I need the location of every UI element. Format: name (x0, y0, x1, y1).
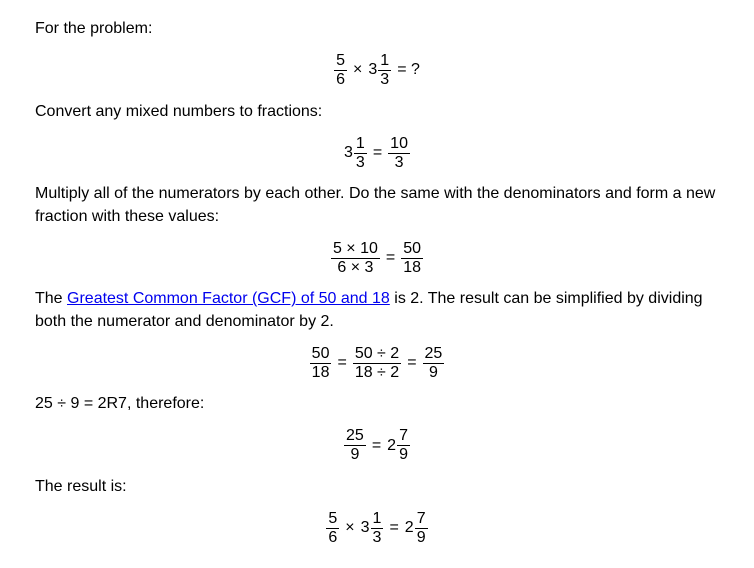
equation-problem: 5 6 × 3 1 3 = ? (35, 52, 719, 88)
division-text: 25 ÷ 9 = 2R7, therefore: (35, 393, 719, 415)
gcf-paragraph: The Greatest Common Factor (GCF) of 50 a… (35, 288, 719, 333)
fraction: 7 9 (415, 510, 428, 546)
denominator: 18 (401, 259, 423, 277)
numerator: 50 (310, 345, 332, 364)
equals-sign: = (372, 437, 381, 455)
denominator: 3 (371, 529, 384, 547)
equals-sign: = (373, 144, 382, 162)
fraction: 5 × 10 6 × 3 (331, 240, 380, 276)
denominator: 6 × 3 (335, 259, 375, 277)
numerator: 5 (326, 510, 339, 529)
equation-to-mixed: 25 9 = 2 7 9 (35, 427, 719, 463)
gcf-prefix: The (35, 290, 67, 307)
operator-times: × (353, 61, 362, 79)
whole-part: 3 (368, 61, 377, 79)
convert-text: Convert any mixed numbers to fractions: (35, 101, 719, 123)
equals-sign: = (389, 519, 398, 537)
fraction: 50 18 (310, 345, 332, 381)
denominator: 9 (415, 529, 428, 547)
denominator: 9 (427, 364, 440, 382)
mixed-number: 2 7 9 (387, 427, 410, 463)
fraction: 50 18 (401, 240, 423, 276)
fraction: 1 3 (371, 510, 384, 546)
numerator: 5 × 10 (331, 240, 380, 259)
denominator: 18 ÷ 2 (353, 364, 401, 382)
numerator: 1 (354, 135, 367, 154)
fraction: 5 6 (334, 52, 347, 88)
numerator: 25 (423, 345, 445, 364)
numerator: 1 (371, 510, 384, 529)
denominator: 18 (310, 364, 332, 382)
denominator: 6 (334, 71, 347, 89)
equation-simplify: 50 18 = 50 ÷ 2 18 ÷ 2 = 25 9 (35, 345, 719, 381)
mixed-number: 3 1 3 (368, 52, 391, 88)
fraction: 5 6 (326, 510, 339, 546)
numerator: 50 ÷ 2 (353, 345, 401, 364)
equals-sign: = (386, 249, 395, 267)
numerator: 7 (397, 427, 410, 446)
denominator: 3 (378, 71, 391, 89)
mixed-number: 3 1 3 (361, 510, 384, 546)
mixed-number: 3 1 3 (344, 135, 367, 171)
gcf-link[interactable]: Greatest Common Factor (GCF) of 50 and 1… (67, 290, 390, 307)
mixed-number: 2 7 9 (405, 510, 428, 546)
fraction: 50 ÷ 2 18 ÷ 2 (353, 345, 401, 381)
equals-question: = ? (397, 61, 420, 79)
denominator: 9 (348, 446, 361, 464)
fraction: 1 3 (378, 52, 391, 88)
fraction: 25 9 (423, 345, 445, 381)
denominator: 3 (393, 154, 406, 172)
intro-text: For the problem: (35, 18, 719, 40)
numerator: 10 (388, 135, 410, 154)
whole-part: 3 (344, 144, 353, 162)
denominator: 9 (397, 446, 410, 464)
numerator: 1 (378, 52, 391, 71)
whole-part: 2 (405, 519, 414, 537)
denominator: 3 (354, 154, 367, 172)
denominator: 6 (326, 529, 339, 547)
whole-part: 2 (387, 437, 396, 455)
equation-convert: 3 1 3 = 10 3 (35, 135, 719, 171)
equals-sign: = (407, 354, 416, 372)
equals-sign: = (337, 354, 346, 372)
numerator: 5 (334, 52, 347, 71)
operator-times: × (345, 519, 354, 537)
equation-final: 5 6 × 3 1 3 = 2 7 9 (35, 510, 719, 546)
numerator: 7 (415, 510, 428, 529)
numerator: 25 (344, 427, 366, 446)
multiply-text: Multiply all of the numerators by each o… (35, 183, 719, 228)
whole-part: 3 (361, 519, 370, 537)
fraction: 1 3 (354, 135, 367, 171)
fraction: 25 9 (344, 427, 366, 463)
numerator: 50 (401, 240, 423, 259)
equation-multiply: 5 × 10 6 × 3 = 50 18 (35, 240, 719, 276)
fraction: 7 9 (397, 427, 410, 463)
result-text: The result is: (35, 476, 719, 498)
fraction: 10 3 (388, 135, 410, 171)
